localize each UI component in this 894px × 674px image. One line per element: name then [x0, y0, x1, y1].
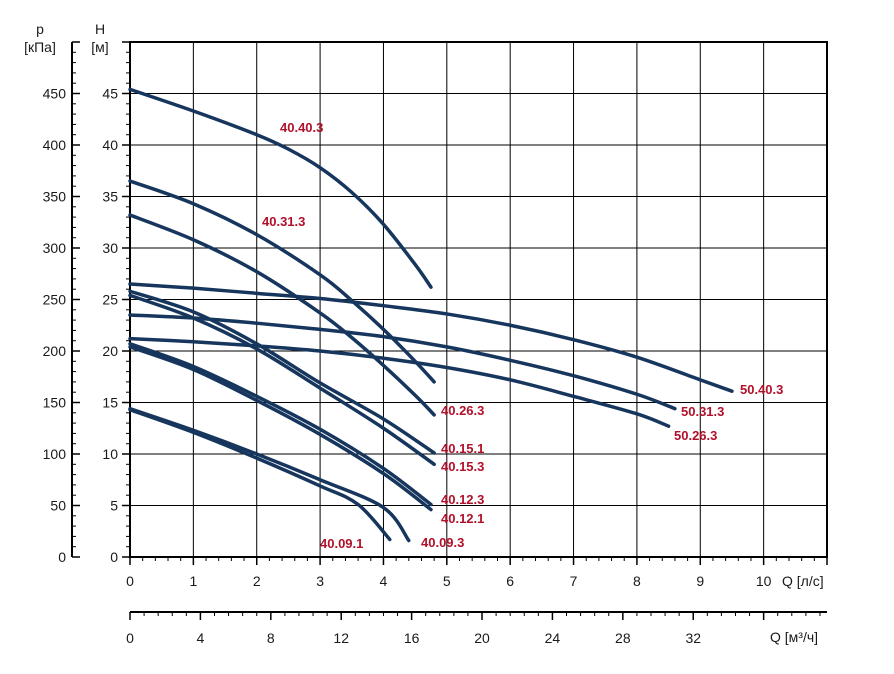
axis-q-ls-tick-label: 10 — [756, 573, 772, 589]
curve-label-40-12-1: 40.12.1 — [441, 511, 484, 526]
axes: 0501001502002503003504004500510152025303… — [43, 41, 828, 646]
axis-q-ls-tick-label: 8 — [633, 573, 641, 589]
axis-p-tick-label: 100 — [43, 446, 67, 462]
axis-h-tick-label: 5 — [110, 498, 118, 514]
curve-40-12-1 — [128, 345, 433, 512]
axis-h-tick-label: 10 — [102, 446, 118, 462]
axis-q-m3h-tick-label: 16 — [404, 630, 420, 646]
axis-h-tick-label: 25 — [102, 292, 118, 308]
axis-p-tick-label: 50 — [50, 498, 66, 514]
axis-q-ls-tick-label: 3 — [316, 573, 324, 589]
axis-q-m3h-tick-label: 8 — [267, 630, 275, 646]
axis-q-m3h-tick-label: 28 — [615, 630, 631, 646]
curve-label-40-09-1: 40.09.1 — [320, 536, 363, 551]
curve-label-40-12-3: 40.12.3 — [441, 492, 484, 507]
axis-h-tick-label: 45 — [102, 86, 118, 102]
pump-curves — [128, 87, 734, 543]
axis-h-tick-label: 40 — [102, 137, 118, 153]
axis-q-ls-tick-label: 9 — [696, 573, 704, 589]
curve-50-40-3 — [128, 282, 734, 393]
axis-p-title: p — [36, 21, 44, 37]
curve-label-40-15-1: 40.15.1 — [441, 441, 484, 456]
axis-h-tick-label: 0 — [110, 549, 118, 565]
axis-h-title: H — [95, 21, 105, 37]
axis-q-m3h-tick-label: 24 — [545, 630, 561, 646]
curve-label-50-26-3: 50.26.3 — [674, 428, 717, 443]
axis-p-tick-label: 450 — [43, 86, 67, 102]
axis-q-ls-title: Q [л/с] — [782, 573, 824, 589]
axis-q-ls-tick-label: 4 — [380, 573, 388, 589]
curve-40-09-3 — [128, 406, 411, 543]
curve-40-09-1 — [128, 407, 392, 542]
axis-h-tick-label: 30 — [102, 240, 118, 256]
axis-p-tick-label: 250 — [43, 292, 67, 308]
axis-p-tick-label: 150 — [43, 395, 67, 411]
axis-h-tick-label: 35 — [102, 189, 118, 205]
curve-40-12-3 — [128, 342, 433, 507]
axis-p-tick-label: 400 — [43, 137, 67, 153]
axis-q-m3h-tick-label: 20 — [474, 630, 490, 646]
axis-q-m3h-tick-label: 12 — [333, 630, 349, 646]
axis-q-m3h-tick-label: 0 — [126, 630, 134, 646]
curve-40-26-3 — [128, 213, 436, 417]
axis-p-tick-label: 200 — [43, 343, 67, 359]
axis-p-tick-label: 0 — [58, 549, 66, 565]
curve-50-26-3 — [128, 336, 671, 428]
curve-40-40-3 — [128, 87, 433, 289]
axis-q-ls-tick-label: 6 — [506, 573, 514, 589]
axis-q-m3h-title: Q [м³/ч] — [770, 629, 818, 645]
axis-p-unit: [кПа] — [24, 39, 56, 55]
axis-h-tick-label: 15 — [102, 395, 118, 411]
axis-q-ls-tick-label: 1 — [189, 573, 197, 589]
curve-40-15-1 — [128, 289, 436, 455]
curve-label-50-40-3: 50.40.3 — [740, 382, 783, 397]
curve-50-31-3 — [128, 313, 677, 411]
curve-label-40-15-3: 40.15.3 — [441, 459, 484, 474]
curve-label-40-26-3: 40.26.3 — [441, 403, 484, 418]
axis-p-tick-label: 350 — [43, 189, 67, 205]
axis-q-ls-tick-label: 0 — [126, 573, 134, 589]
curve-label-40-40-3: 40.40.3 — [280, 120, 323, 135]
curve-label-40-09-3: 40.09.3 — [421, 535, 464, 550]
curve-label-50-31-3: 50.31.3 — [681, 404, 724, 419]
axis-h-tick-label: 20 — [102, 343, 118, 359]
curve-40-31-3 — [128, 179, 436, 384]
axis-q-ls-tick-label: 2 — [253, 573, 261, 589]
axis-h-unit: [м] — [91, 39, 108, 55]
axis-q-ls-tick-label: 5 — [443, 573, 451, 589]
curve-40-15-3 — [128, 293, 436, 467]
axis-p-tick-label: 300 — [43, 240, 67, 256]
axis-q-m3h-tick-label: 32 — [685, 630, 701, 646]
axis-q-ls-tick-label: 7 — [570, 573, 578, 589]
axis-q-m3h-tick-label: 4 — [197, 630, 205, 646]
curve-label-40-31-3: 40.31.3 — [262, 214, 305, 229]
grid — [129, 41, 828, 558]
